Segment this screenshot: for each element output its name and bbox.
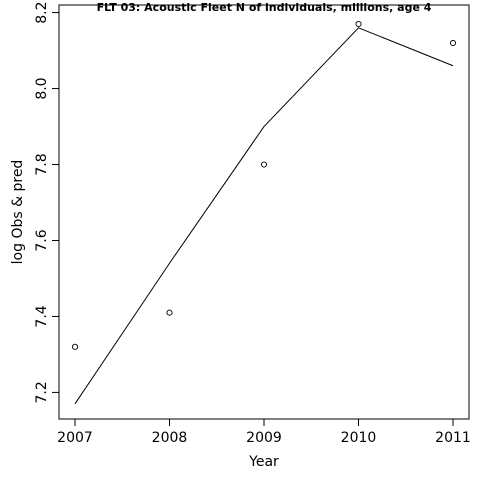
y-tick-label: 7.6 <box>34 229 50 251</box>
observed-point <box>71 343 79 350</box>
y-tick-label: 7.4 <box>34 305 50 327</box>
y-tick-label: 7.8 <box>34 153 50 175</box>
y-axis: 7.2 7.4 7.6 7.8 8.0 8.2 <box>34 1 59 404</box>
y-tick-label: 8.0 <box>34 77 50 99</box>
observed-point <box>166 309 173 316</box>
x-axis: 2007 2008 2009 2010 2011 <box>57 419 471 446</box>
observed-point <box>449 39 457 47</box>
y-axis-title: log Obs & pred <box>10 160 26 265</box>
x-tick-label: 2009 <box>246 430 282 446</box>
observed-point <box>355 20 362 28</box>
x-tick-label: 2011 <box>435 430 471 446</box>
x-tick-label: 2008 <box>152 430 188 446</box>
observed-point <box>260 161 268 168</box>
y-tick-label: 7.2 <box>34 381 50 403</box>
series-layer <box>71 20 457 405</box>
x-axis-title: Year <box>248 454 279 470</box>
predicted-line <box>74 27 454 405</box>
x-tick-label: 2007 <box>57 430 93 446</box>
chart-title: FLT 03: Acoustic Fleet N of individuals,… <box>97 1 432 14</box>
x-tick-label: 2010 <box>341 430 377 446</box>
y-tick-label: 8.2 <box>34 1 50 23</box>
